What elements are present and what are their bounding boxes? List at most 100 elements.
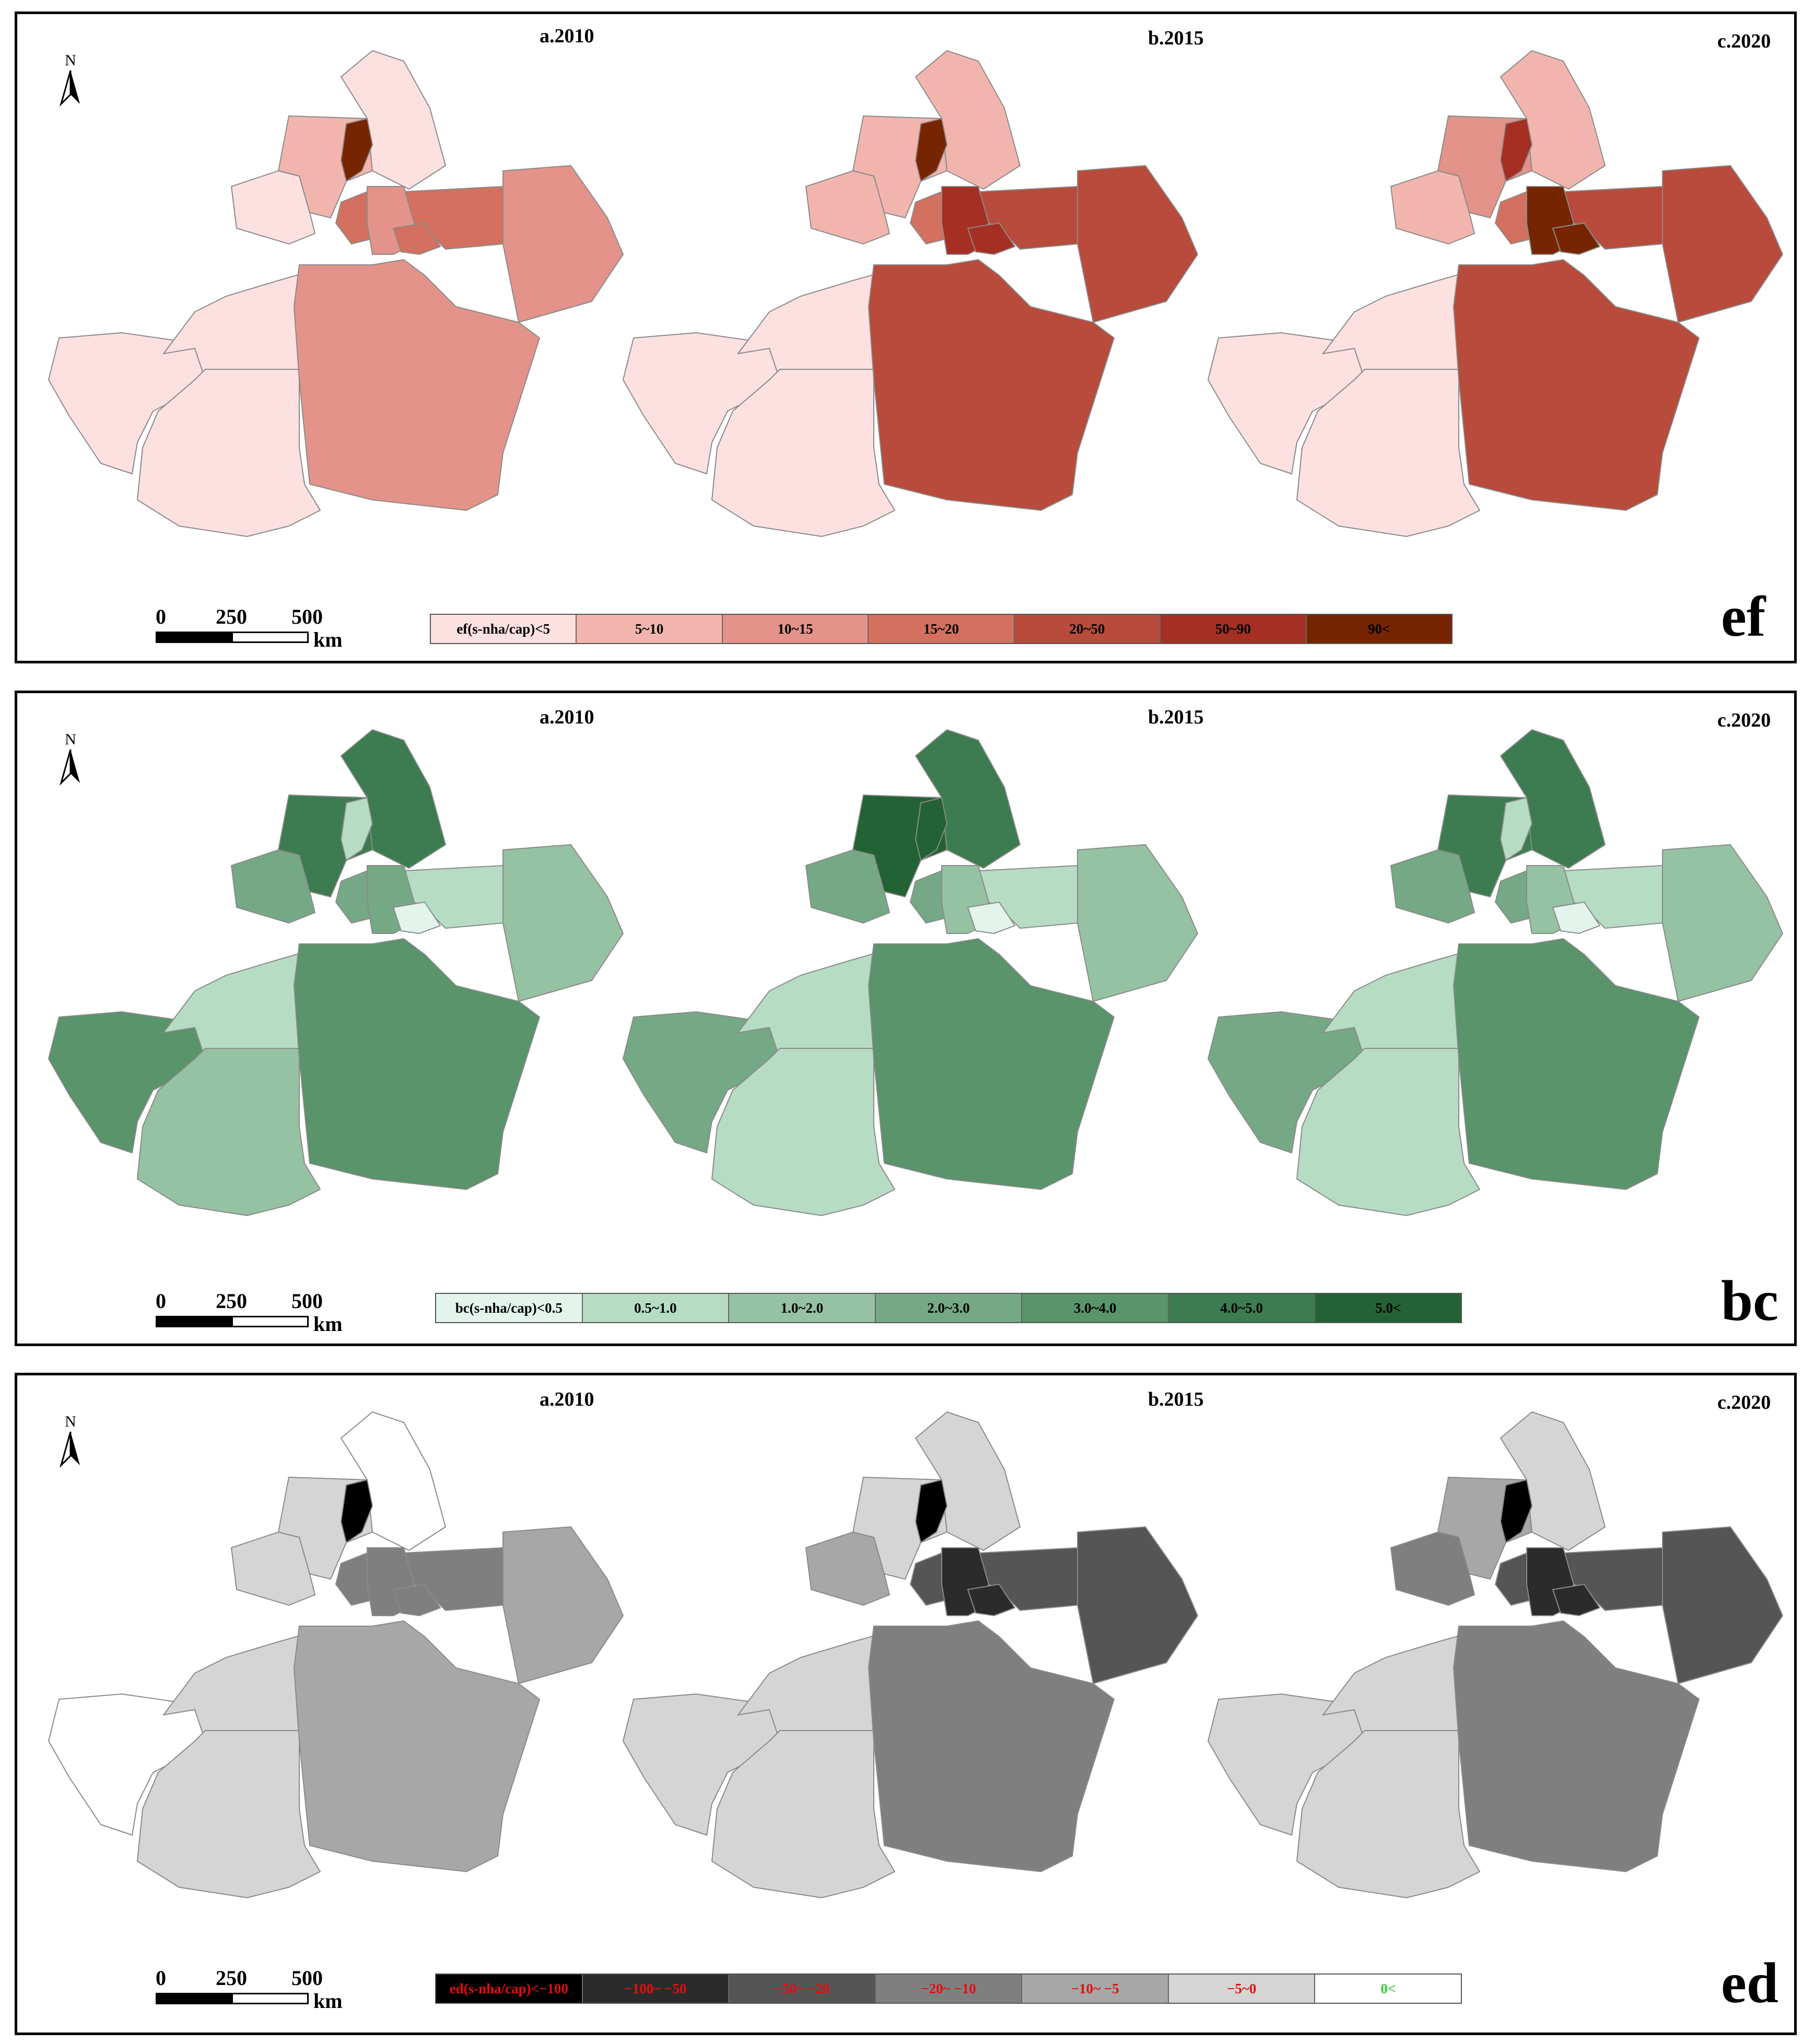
- region-karamay: [915, 1479, 948, 1544]
- legend-item: 10~15: [722, 615, 869, 643]
- legend-ef: ef(s-nha/cap)<5 5~10 10~15 15~20 20~50 50~90 9…: [430, 614, 1453, 644]
- map-c.2020: [1207, 50, 1784, 538]
- region-shihezi: [1494, 191, 1533, 245]
- map-title-2010: a.2010: [540, 706, 594, 728]
- map-title-2020: c.2020: [1717, 1392, 1771, 1414]
- scale-segment-black: [156, 632, 233, 643]
- region-shihezi: [909, 191, 948, 245]
- scale-tick-label: 250: [216, 1966, 247, 1990]
- region-shihezi: [909, 1552, 948, 1606]
- legend-item: 1.0~2.0: [729, 1294, 876, 1322]
- scale-segment-black: [156, 1316, 233, 1327]
- north-label: N: [65, 731, 76, 748]
- legend-item: −50~ −20: [729, 1975, 876, 2003]
- maps-bc: [48, 729, 1784, 1217]
- legend-item: 5.0<: [1315, 1294, 1461, 1322]
- legend-item: 15~20: [869, 615, 1015, 643]
- region-karamay: [340, 797, 373, 861]
- legend-item: −5~0: [1168, 1975, 1316, 2003]
- region-bayingol: [1453, 1620, 1700, 1873]
- legend-item: 4.0~5.0: [1168, 1294, 1316, 1322]
- scale-bar: 0 250 500 km: [156, 1289, 343, 1341]
- legend-item: 0<: [1315, 1975, 1461, 2003]
- legend-item: −100~ −50: [582, 1975, 730, 2003]
- scale-unit: km: [313, 1989, 343, 2013]
- region-hami: [502, 165, 624, 323]
- region-shihezi: [335, 1552, 373, 1606]
- map-b.2015: [622, 50, 1199, 538]
- region-shihezi: [1494, 1552, 1533, 1606]
- scale-tick-label: 250: [216, 605, 247, 628]
- region-bayingol: [293, 259, 541, 511]
- region-hami: [1077, 165, 1199, 323]
- region-hami: [1077, 1526, 1199, 1685]
- panel-ed: N a.2010 b.2015 c.2020 0 250 500 km ed(s-nh…: [15, 1373, 1797, 2035]
- region-bayingol: [1453, 259, 1700, 511]
- map-title-2015: b.2015: [1148, 1388, 1204, 1410]
- region-urumqi: [392, 1583, 441, 1617]
- north-label: N: [65, 52, 76, 69]
- map-a.2010: [48, 1411, 624, 1899]
- panel-tag-ed: ed: [1721, 1951, 1778, 2015]
- legend-bc: bc(s-nha/cap)<0.5 0.5~1.0 1.0~2.0 2.0~3.0 3.…: [435, 1293, 1462, 1323]
- map-b.2015: [622, 1411, 1199, 1899]
- map-title-2010: a.2010: [540, 25, 594, 47]
- region-karamay: [1500, 1479, 1533, 1544]
- region-urumqi: [1552, 222, 1601, 255]
- region-shihezi: [1494, 870, 1533, 924]
- region-hami: [502, 1526, 624, 1685]
- scale-segment-black: [156, 1993, 233, 2004]
- region-urumqi: [392, 901, 441, 935]
- region-karamay: [1500, 797, 1533, 861]
- region-urumqi: [392, 222, 441, 255]
- legend-item: 90<: [1306, 615, 1451, 643]
- legend-item: ed(s-nha/cap)<−100: [436, 1975, 583, 2003]
- region-bayingol: [293, 938, 541, 1190]
- scale-tick-label: 0: [156, 1966, 166, 1990]
- legend-item: 50~90: [1161, 615, 1307, 643]
- region-bayingol: [1453, 938, 1700, 1190]
- region-karamay: [340, 118, 373, 182]
- region-hami: [502, 844, 624, 1002]
- region-bayingol: [868, 1620, 1115, 1873]
- scale-tick-label: 500: [291, 605, 323, 628]
- legend-item: ef(s-nha/cap)<5: [431, 615, 577, 643]
- scale-segment-white: [231, 1316, 309, 1327]
- region-urumqi: [967, 1583, 1016, 1617]
- map-title-2020: c.2020: [1717, 709, 1771, 731]
- map-b.2015: [622, 729, 1199, 1217]
- scale-bar: 0 250 500 km: [156, 604, 343, 657]
- panel-tag-ef: ef: [1721, 585, 1766, 648]
- region-shihezi: [335, 191, 373, 245]
- region-hami: [1662, 844, 1784, 1002]
- scale-tick-label: 500: [291, 1289, 323, 1313]
- panel-ef: N a.2010 b.2015 c.2020 0 250 500 km ef(s-nh…: [15, 11, 1797, 663]
- scale-bar: 0 250 500 km: [156, 1966, 343, 2018]
- map-title-2015: b.2015: [1148, 27, 1204, 49]
- map-title-2015: b.2015: [1148, 706, 1204, 728]
- scale-segment-white: [231, 632, 309, 643]
- region-shihezi: [335, 870, 373, 924]
- north-label: N: [65, 1413, 76, 1430]
- region-hami: [1662, 165, 1784, 323]
- region-urumqi: [1552, 1583, 1601, 1617]
- legend-item: bc(s-nha/cap)<0.5: [436, 1294, 583, 1322]
- region-karamay: [1500, 118, 1533, 182]
- maps-ed: [48, 1411, 1784, 1899]
- region-bayingol: [868, 259, 1115, 511]
- legend-item: 0.5~1.0: [582, 1294, 730, 1322]
- map-a.2010: [48, 50, 624, 538]
- legend-item: −20~ −10: [875, 1975, 1023, 2003]
- region-karamay: [340, 1479, 373, 1544]
- region-bayingol: [293, 1620, 541, 1873]
- map-title-2010: a.2010: [540, 1388, 594, 1410]
- north-arrow-icon: N: [55, 731, 86, 788]
- map-title-2020: c.2020: [1717, 30, 1771, 52]
- legend-item: 20~50: [1014, 615, 1161, 643]
- region-urumqi: [967, 222, 1016, 255]
- map-a.2010: [48, 729, 624, 1217]
- scale-tick-label: 0: [156, 605, 166, 628]
- legend-item: 5~10: [577, 615, 723, 643]
- maps-ef: [48, 50, 1784, 538]
- map-c.2020: [1207, 1411, 1784, 1899]
